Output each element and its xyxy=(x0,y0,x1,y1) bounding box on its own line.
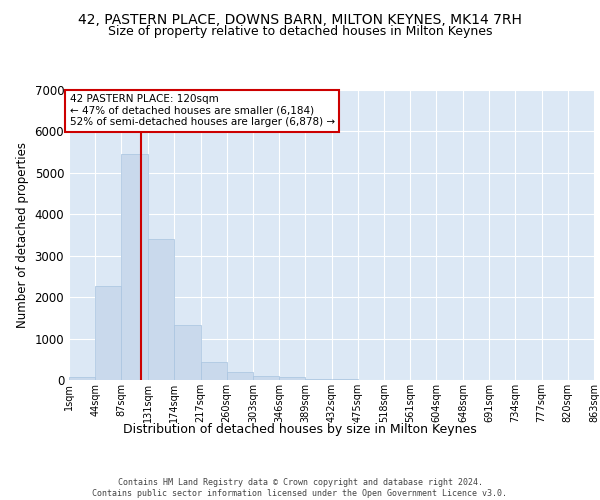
Text: 42, PASTERN PLACE, DOWNS BARN, MILTON KEYNES, MK14 7RH: 42, PASTERN PLACE, DOWNS BARN, MILTON KE… xyxy=(78,12,522,26)
Bar xyxy=(253,376,279,380)
Bar xyxy=(200,362,227,380)
Bar xyxy=(148,239,175,380)
Y-axis label: Number of detached properties: Number of detached properties xyxy=(16,142,29,328)
Bar xyxy=(121,154,148,380)
Bar xyxy=(279,378,305,380)
Text: Distribution of detached houses by size in Milton Keynes: Distribution of detached houses by size … xyxy=(123,422,477,436)
Bar xyxy=(69,377,95,380)
Bar xyxy=(305,379,331,380)
Bar xyxy=(227,372,253,380)
Bar xyxy=(95,286,121,380)
Text: Size of property relative to detached houses in Milton Keynes: Size of property relative to detached ho… xyxy=(108,25,492,38)
Text: Contains HM Land Registry data © Crown copyright and database right 2024.
Contai: Contains HM Land Registry data © Crown c… xyxy=(92,478,508,498)
Bar xyxy=(175,326,200,380)
Text: 42 PASTERN PLACE: 120sqm
← 47% of detached houses are smaller (6,184)
52% of sem: 42 PASTERN PLACE: 120sqm ← 47% of detach… xyxy=(70,94,335,128)
